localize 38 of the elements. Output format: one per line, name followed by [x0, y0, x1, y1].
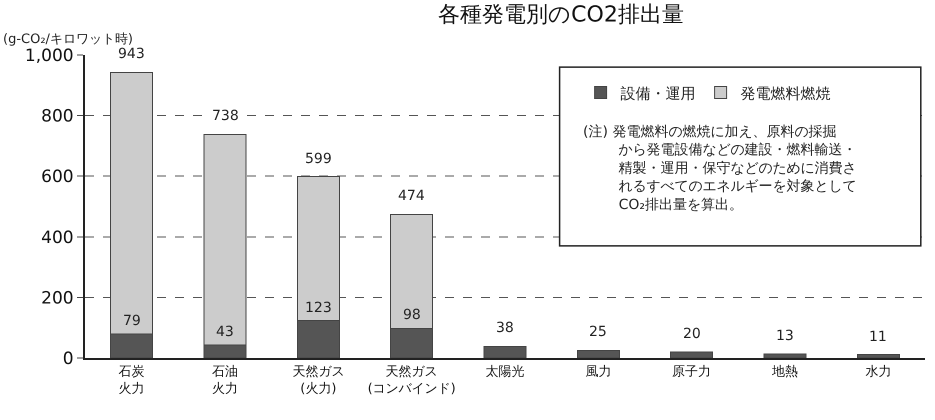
y-tick-label: 200: [41, 288, 74, 308]
total-label: 599: [305, 151, 332, 167]
y-tick-label: 1,000: [24, 46, 74, 66]
x-tick-label: 原子力: [672, 364, 712, 380]
x-tick-label: 地熱: [771, 364, 798, 380]
bar: [484, 346, 526, 358]
x-tick-label: 石油火力: [212, 364, 238, 396]
total-label: 11: [869, 329, 887, 345]
total-label: 13: [776, 328, 794, 344]
y-tick-label: 600: [41, 167, 74, 188]
x-tick-label: 石炭火力: [118, 364, 145, 396]
chart-title: 各種発電別のCO2排出量: [438, 2, 684, 28]
data-label: 98: [403, 307, 421, 323]
total-label: 738: [212, 108, 239, 124]
data-label: 123: [305, 300, 332, 316]
y-axis-title: (g-CO₂/キロワット時): [3, 32, 133, 47]
total-label: 943: [118, 46, 145, 62]
annotation: (注) 発電燃料の燃焼に加え、原料の採掘から発電設備などの建設・燃料輸送・精製・運用・保守などのために消費されるすべてのエネルギーを対象としてCO₂排出量を算出。: [583, 124, 857, 213]
data-label: 79: [123, 313, 141, 329]
bar: [856, 354, 900, 358]
bar: [670, 351, 714, 358]
bar: [576, 350, 620, 358]
total-label: 474: [398, 188, 425, 204]
total-label: 20: [683, 326, 701, 342]
y-tick-label: 800: [41, 106, 74, 127]
y-tick-label: 400: [41, 228, 74, 248]
legend-label: 設備・運用: [620, 84, 696, 102]
x-tick-label: 天然ガス(火力): [292, 364, 344, 396]
x-tick-label: 風力: [585, 364, 612, 380]
x-tick-label: 太陽光: [486, 364, 524, 380]
total-label: 25: [589, 324, 607, 340]
y-tick-label: 0: [62, 348, 74, 369]
bar: [764, 354, 806, 358]
x-tick-label: 天然ガス(コンバインド): [368, 364, 456, 396]
total-label: 38: [496, 320, 514, 336]
legend-label: 発電燃料燃焼: [740, 84, 831, 102]
data-label: 43: [216, 324, 234, 340]
x-tick-label: 水力: [865, 364, 892, 380]
